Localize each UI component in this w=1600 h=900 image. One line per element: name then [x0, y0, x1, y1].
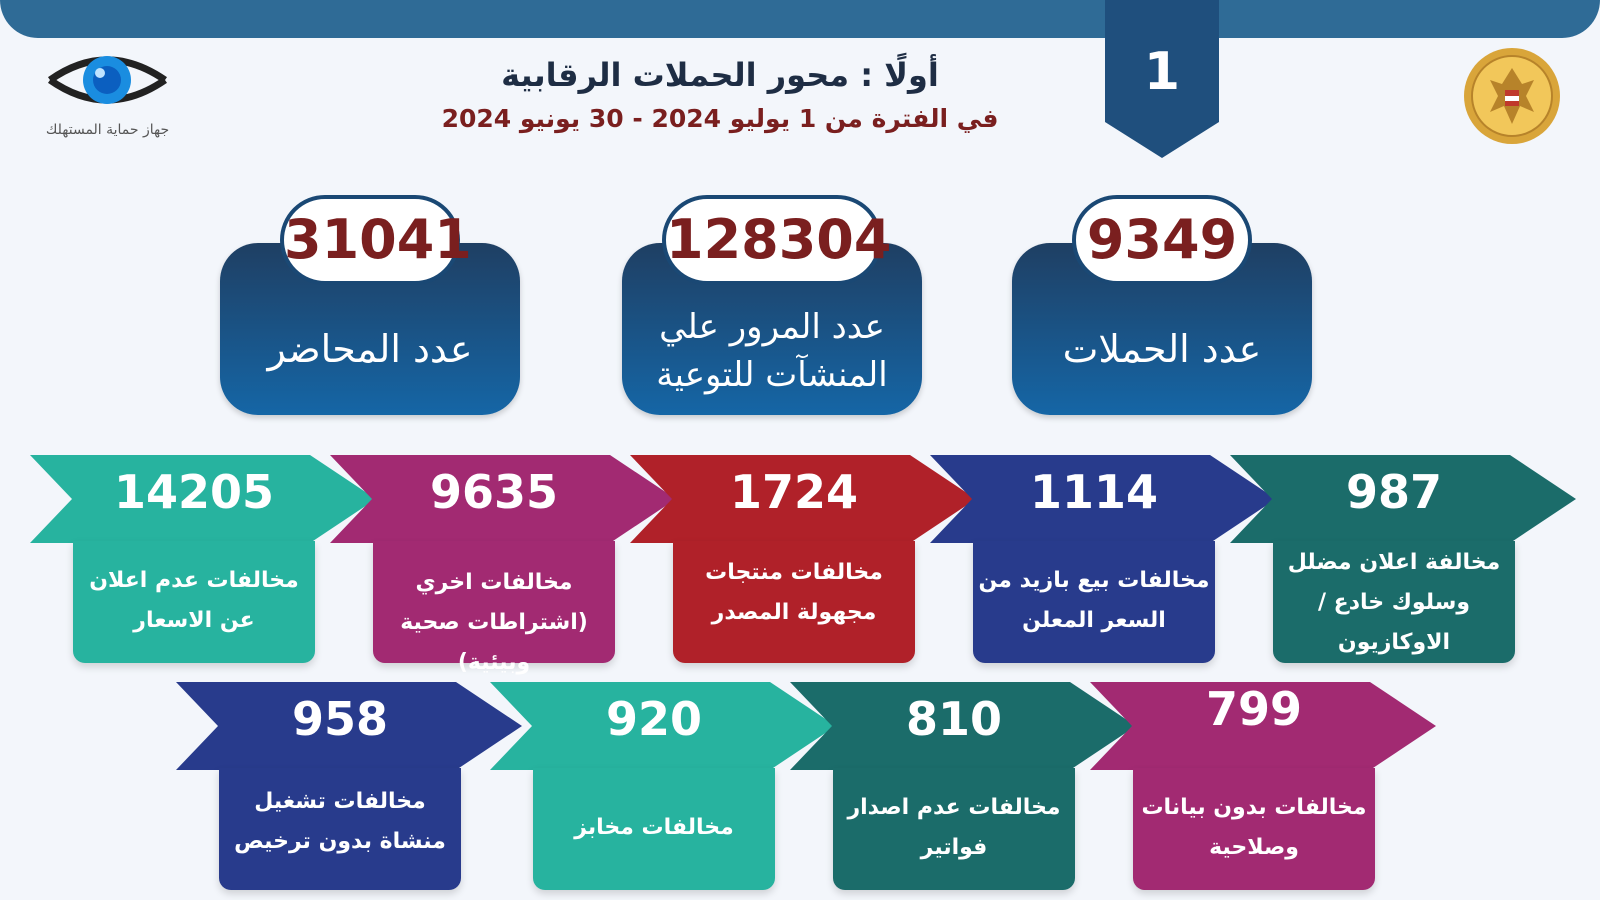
- stat-label: عدد المرور علي المنشآت للتوعية: [656, 307, 888, 395]
- violation-value: 799: [1205, 682, 1303, 736]
- violation-value: 987: [1345, 465, 1443, 519]
- stat-label: عدد الحملات: [1062, 327, 1262, 371]
- eye-logo-icon: [47, 56, 167, 104]
- violation-label: مخالفات بدون بيانات وصلاحية: [1141, 795, 1367, 860]
- violation-label: مخالفات مخابز: [574, 815, 734, 840]
- violation-card-health-environment: 9635 مخالفات اخري (اشتراطات صحية وبيئية): [330, 455, 690, 675]
- violation-label: مخالفات عدم اصدار فواتير: [847, 795, 1061, 860]
- period-subtitle: في الفترة من 1 يوليو 2024 - 30 يونيو 202…: [441, 104, 999, 133]
- stat-card-awareness-visits: 128304 عدد المرور علي المنشآت للتوعية: [622, 195, 922, 425]
- consumer-protection-logo: جهاز حماية المستهلك: [20, 48, 195, 148]
- violation-label: مخالفات بيع بازيد من السعر المعلن: [978, 568, 1210, 633]
- violation-label: مخالفات عدم اعلان عن الاسعار: [89, 568, 299, 633]
- top-banner: [0, 0, 1600, 38]
- violation-card-unlicensed-operation: 958 مخالفات تشغيل منشاة بدون ترخيص: [176, 682, 536, 897]
- stat-value: 9349: [1072, 195, 1252, 285]
- page-title: أولًا : محور الحملات الرقابية: [501, 56, 939, 94]
- violation-value: 14205: [113, 465, 275, 519]
- violation-card-unknown-source: 1724 مخالفات منتجات مجهولة المصدر: [630, 455, 990, 670]
- stat-label: عدد المحاضر: [267, 327, 473, 371]
- stat-value: 128304: [662, 195, 891, 285]
- violation-value: 1114: [1029, 465, 1159, 519]
- violation-label: مخالفات منتجات مجهولة المصدر: [705, 560, 883, 625]
- violation-card-overpricing: 1114 مخالفات بيع بازيد من السعر المعلن: [930, 455, 1290, 670]
- heading: أولًا : محور الحملات الرقابية في الفترة …: [380, 56, 1060, 133]
- agency-logo-text: جهاز حماية المستهلك: [45, 122, 170, 138]
- violation-value: 9635: [429, 465, 559, 519]
- violation-label: مخالفة اعلان مضلل وسلوك خادع / الاوكازيو…: [1287, 550, 1501, 655]
- violation-value: 958: [291, 692, 389, 746]
- page-number-tab: 1: [1105, 0, 1219, 160]
- violation-card-misleading-ads: 987 مخالفة اعلان مضلل وسلوك خادع / الاوك…: [1230, 455, 1590, 670]
- violation-card-no-data-validity: 799 مخالفات بدون بيانات وصلاحية: [1090, 682, 1450, 897]
- eagle-seal-icon: [1464, 48, 1560, 144]
- violation-card-bakeries: 920 مخالفات مخابز: [490, 682, 850, 897]
- violation-label: مخالفات اخري (اشتراطات صحية وبيئية): [400, 570, 588, 675]
- violation-card-price-not-displayed: 14205 مخالفات عدم اعلان عن الاسعار: [30, 455, 390, 670]
- violation-label: مخالفات تشغيل منشاة بدون ترخيص: [234, 789, 446, 854]
- violation-value: 920: [605, 692, 703, 746]
- cabinet-seal: [1462, 46, 1562, 146]
- page-number: 1: [1143, 42, 1181, 102]
- stat-value: 31041: [280, 195, 472, 285]
- violation-card-no-invoices: 810 مخالفات عدم اصدار فواتير: [790, 682, 1150, 897]
- stat-card-reports: 31041 عدد المحاضر: [220, 195, 520, 425]
- violation-value: 810: [905, 692, 1003, 746]
- violation-value: 1724: [729, 465, 859, 519]
- stat-card-campaigns: 9349 عدد الحملات: [1012, 195, 1312, 425]
